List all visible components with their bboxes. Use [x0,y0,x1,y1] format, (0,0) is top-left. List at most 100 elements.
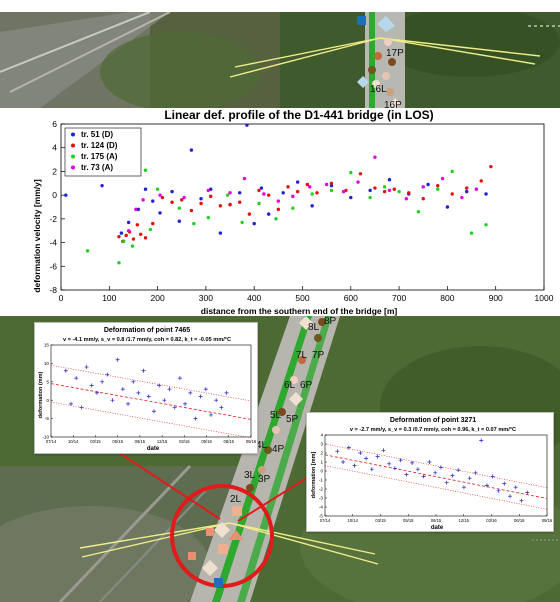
observation-marker [219,405,224,410]
data-point-3 [421,185,425,189]
inset-left-xlabel: date [147,446,160,452]
measurement-points [188,316,326,587]
observation-marker [381,448,386,453]
data-point-1 [180,198,184,202]
observation-marker [496,488,501,493]
data-point-3 [242,176,247,181]
data-point-3 [460,195,464,200]
data-point-0 [151,199,155,203]
observation-marker [513,485,518,490]
y-tick-label: 4 [52,143,57,153]
observation-marker [162,398,167,403]
legend-marker [71,132,75,137]
data-point-0 [266,212,271,216]
observation-marker [415,467,420,472]
data-point-0 [245,123,249,127]
inset-x-tick-label: 03/16 [486,518,497,523]
data-point-1 [143,236,148,240]
legend-label: tr. 124 (D) [81,141,118,150]
data-point-0 [329,183,334,188]
observation-marker [490,474,495,479]
data-point-1 [199,201,203,206]
observation-marker [369,467,374,472]
observation-marker [375,454,380,459]
observation-marker [94,390,99,395]
observation-marker [203,387,208,392]
inset-y-tick-label: 3 [320,442,323,447]
data-point-2 [416,210,421,214]
data-point-0 [119,231,124,235]
inset-x-tick-label: 03/15 [375,518,386,523]
inset-x-tick-label: 03/16 [179,439,190,444]
observation-marker [126,401,131,406]
observation-marker [421,474,426,479]
inset-y-tick-label: 1 [320,460,323,465]
velocity-profile-chart: Linear def. profile of the D1-441 bridge… [0,108,560,316]
data-point-1 [247,212,252,216]
inset-x-tick-label: 09/16 [246,439,257,444]
data-point-1 [209,194,213,199]
data-point-0 [368,188,372,193]
legend-label: tr. 73 (A) [81,163,113,172]
x-tick-label: 200 [151,293,165,303]
observation-marker [508,494,512,499]
y-tick-label: -8 [49,285,57,295]
y-tick-label: -4 [49,238,57,248]
data-point-2 [368,195,372,200]
inset-y-tick-label: -2 [319,487,324,492]
y-tick-label: 6 [52,119,57,129]
data-point-1 [189,208,194,213]
data-point-3 [141,198,145,202]
observation-marker [188,390,193,395]
inset-y-tick-label: -5 [319,514,324,519]
data-point-1 [286,185,290,189]
data-point-2 [329,188,334,193]
observation-marker [473,470,478,475]
data-point-2 [274,217,278,221]
inset-y-tick-label: -1 [319,478,324,483]
y-axis-label: deformation velocity [mm/y] [32,179,42,293]
data-point-3 [262,192,266,196]
data-point-1 [315,191,319,195]
data-point-0 [484,192,488,196]
observation-marker [100,379,105,384]
data-point-1 [276,207,281,212]
data-point-1 [160,195,165,200]
trend-band-upper [324,443,548,489]
data-point-1 [138,232,143,236]
map-label-2l: 2L [230,494,242,505]
data-point-0 [170,189,174,194]
data-point-3 [373,155,377,159]
legend-box [64,127,142,177]
observation-marker [358,451,363,455]
data-point-2 [155,187,160,191]
data-point-2 [484,223,488,227]
map-label-3p: 3P [258,474,271,485]
data-point-0 [238,191,242,195]
inset-x-tick-label: 12/15 [459,518,470,523]
inset-y-tick-label: 4 [320,433,323,438]
data-point-1 [489,164,493,169]
observation-marker [438,465,443,470]
inset-y-tick-label: 0 [320,469,323,474]
inset-right-title: Deformation of point 3271 [390,417,476,424]
data-point-2 [130,244,135,248]
legend-label: tr. 175 (A) [81,152,118,161]
y-tick-label: -2 [49,214,57,224]
observation-marker [392,466,397,471]
inset-y-tick-label: 5 [46,379,49,384]
data-point-2 [148,227,153,232]
observation-marker [79,405,84,410]
trend-line [50,383,252,420]
map-label-8l: 8L [308,322,320,333]
observation-marker [69,401,73,406]
inset-x-tick-label: 10/14 [68,439,79,444]
data-point-1 [450,192,454,196]
data-point-3 [206,188,211,193]
data-point-0 [218,231,223,235]
data-point-1 [124,233,128,238]
data-point-0 [177,219,182,223]
data-point-0 [100,183,104,188]
data-point-0 [126,220,131,225]
data-point-0 [349,195,353,200]
